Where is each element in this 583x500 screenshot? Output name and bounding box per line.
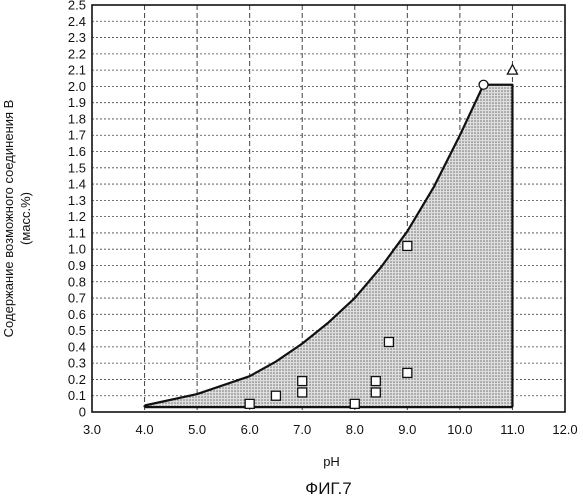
data-point-circle (479, 80, 488, 89)
y-tick-label: 2.1 (68, 63, 86, 78)
y-tick-label: 0.7 (68, 291, 86, 306)
y-tick-label: 0.5 (68, 323, 86, 338)
y-tick-label: 1.8 (68, 111, 86, 126)
y-tick-label: 2.2 (68, 46, 86, 61)
x-tick-label: 10.0 (447, 422, 472, 437)
y-tick-label: 0.6 (68, 307, 86, 322)
y-tick-label: 1.0 (68, 242, 86, 257)
x-tick-label: 12.0 (552, 422, 577, 437)
y-tick-label: 0.9 (68, 258, 86, 273)
data-point-triangle (507, 65, 517, 75)
data-point-square (298, 388, 307, 397)
y-tick-label: 0.8 (68, 274, 86, 289)
shaded-area (145, 85, 513, 407)
data-point-square (403, 368, 412, 377)
x-tick-label: 4.0 (136, 422, 154, 437)
x-tick-label: 5.0 (188, 422, 206, 437)
data-point-square (245, 399, 254, 408)
y-tick-label: 1.4 (68, 177, 86, 192)
y-tick-label: 2.3 (68, 30, 86, 45)
data-point-square (271, 391, 280, 400)
x-tick-label: 9.0 (398, 422, 416, 437)
y-tick-label: 1.1 (68, 225, 86, 240)
y-tick-label: 1.2 (68, 209, 86, 224)
figure-caption: ФИГ.7 (305, 479, 351, 498)
x-tick-label: 11.0 (500, 422, 524, 437)
data-point-square (350, 399, 359, 408)
data-point-square (371, 377, 380, 386)
y-tick-label: 2.5 (68, 0, 86, 13)
y-axis-title-line1: Содержание возможного соединения В (1, 100, 16, 338)
y-tick-label: 2.0 (68, 79, 86, 94)
x-tick-label: 6.0 (241, 422, 259, 437)
y-tick-label: 1.5 (68, 160, 86, 175)
data-point-square (371, 388, 380, 397)
y-tick-label: 0.2 (68, 372, 86, 387)
data-point-square (403, 241, 412, 250)
y-tick-label: 0 (79, 405, 86, 420)
y-tick-label: 2.4 (68, 14, 86, 29)
data-point-square (298, 377, 307, 386)
y-axis-title: Содержание возможного соединения В (масс… (1, 100, 33, 338)
y-tick-label: 1.9 (68, 95, 86, 110)
y-tick-label: 0.1 (68, 388, 86, 403)
x-axis-title: pH (323, 454, 340, 469)
x-tick-label: 7.0 (293, 422, 311, 437)
y-tick-label: 1.3 (68, 193, 86, 208)
y-tick-label: 0.3 (68, 356, 86, 371)
y-tick-label: 1.7 (68, 128, 86, 143)
shaded-region (145, 85, 513, 407)
y-tick-label: 0.4 (68, 339, 86, 354)
x-tick-label: 3.0 (83, 422, 101, 437)
x-tick-label: 8.0 (346, 422, 364, 437)
data-point-square (384, 337, 393, 346)
y-axis-title-line2: (масс.%) (18, 192, 33, 245)
y-tick-label: 1.6 (68, 144, 86, 159)
